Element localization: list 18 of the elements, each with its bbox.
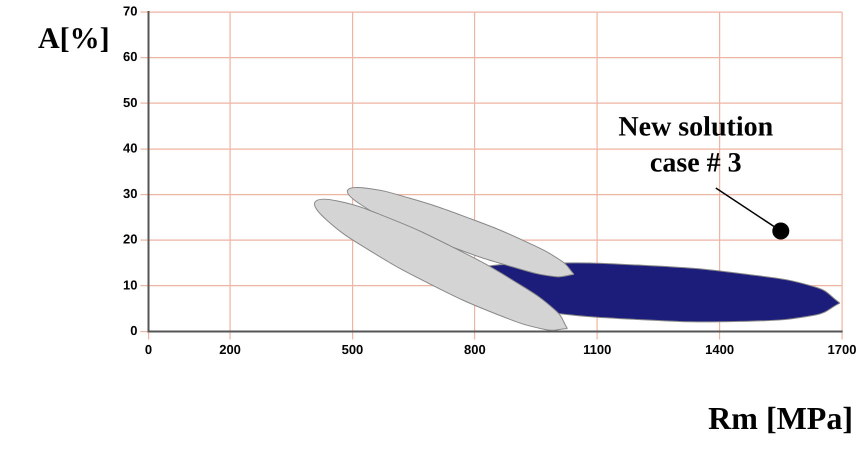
y-tick-label: 40 [122,140,138,156]
y-tick-label: 30 [122,186,138,202]
x-tick-label: 500 [342,342,364,357]
annotation: New solution case # 3 [618,111,774,178]
x-axis-title: Rm [MPa] [708,400,853,437]
x-tick-label: 0 [144,342,152,357]
y-tick-label: 70 [122,4,138,19]
x-tick-label: 1400 [705,342,734,357]
y-tick-label: 20 [122,232,138,247]
x-tick-label: 800 [464,342,486,357]
y-tick-label: 10 [122,277,138,292]
y-tick-label: 0 [130,322,138,338]
y-tick-label: 50 [122,94,138,110]
y-axis-title: A[%] [38,22,110,56]
x-tick-label: 1100 [583,342,612,357]
x-tick-label: 1700 [828,342,856,357]
x-tick-label: 200 [219,342,241,357]
y-tick-label: 60 [122,49,138,64]
